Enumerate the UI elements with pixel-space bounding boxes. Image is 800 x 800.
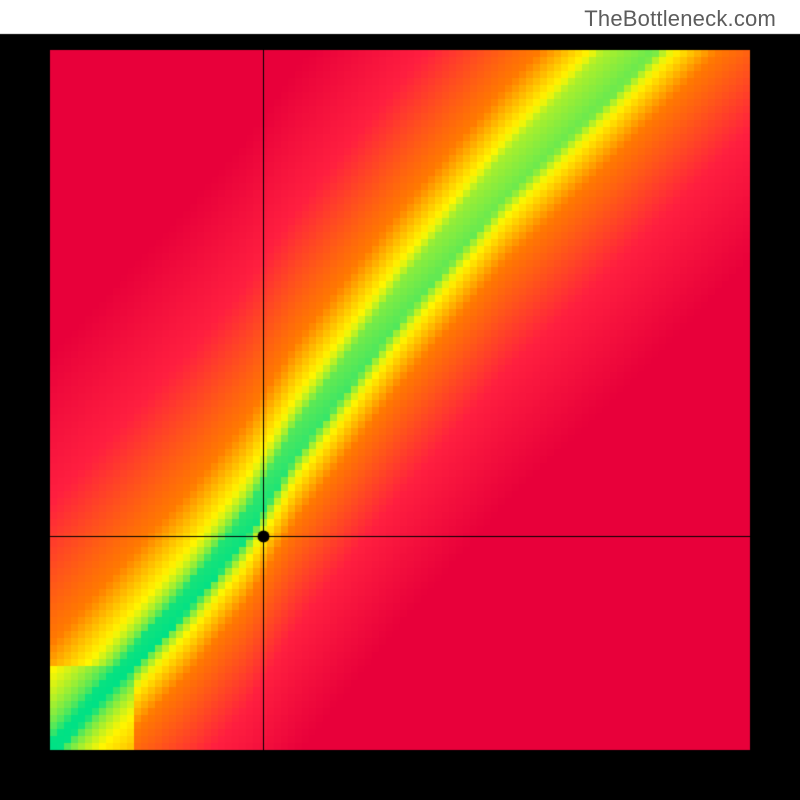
chart-container: TheBottleneck.com xyxy=(0,0,800,800)
heatmap-canvas xyxy=(0,0,800,800)
watermark-text: TheBottleneck.com xyxy=(584,6,776,32)
